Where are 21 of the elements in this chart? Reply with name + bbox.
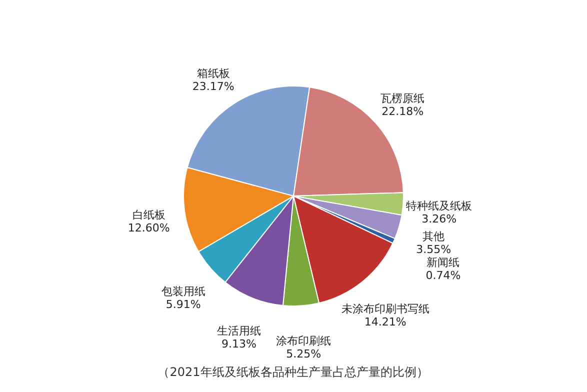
data-label: 3.55% (416, 243, 452, 256)
data-label: 5.25% (286, 348, 322, 361)
data-label: 3.26% (422, 212, 457, 226)
data-label: 9.13% (221, 337, 256, 350)
slice-label: 其他 (422, 230, 445, 244)
slice-label: 生活用纸 (216, 324, 261, 338)
data-label: 0.74% (426, 268, 461, 282)
data-label: 22.18% (382, 104, 424, 118)
slice-label: 白纸板 (132, 208, 166, 222)
text: （2021年纸及纸板各品种生产量占总产量的比例） (158, 365, 428, 379)
slice-label: 涂布印刷纸 (276, 334, 332, 348)
slice-label: 瓦楞原纸 (380, 92, 425, 105)
data-label: 5.91% (166, 298, 201, 311)
slice-label: 特种纸及纸板 (406, 200, 472, 213)
slice-label: 新闻纸 (426, 256, 460, 269)
slice-label: 包装用纸 (161, 284, 206, 298)
slice-label: 箱纸板 (196, 66, 230, 80)
data-label: 23.17% (192, 80, 234, 93)
data-label: 12.60% (128, 222, 170, 235)
data-label: 14.21% (364, 315, 406, 328)
slice-label: 未涂布印刷书写纸 (341, 302, 430, 316)
